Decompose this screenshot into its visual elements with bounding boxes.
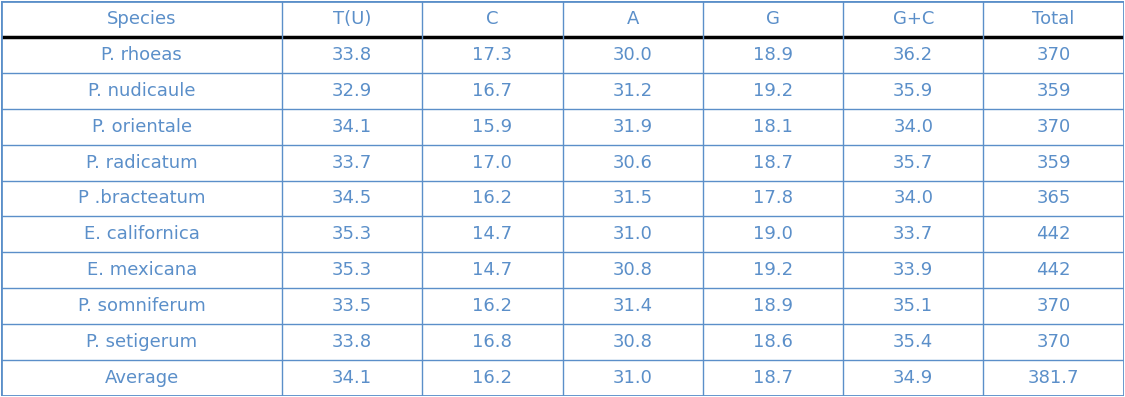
Text: 19.2: 19.2: [753, 261, 793, 279]
Text: 33.9: 33.9: [893, 261, 934, 279]
Text: 34.9: 34.9: [893, 369, 934, 387]
Text: 17.3: 17.3: [472, 46, 512, 64]
Text: T(U): T(U): [333, 10, 371, 28]
Text: 35.3: 35.3: [332, 261, 372, 279]
Text: 31.0: 31.0: [613, 225, 652, 243]
Text: 34.0: 34.0: [893, 189, 934, 208]
Text: 34.1: 34.1: [332, 118, 372, 136]
Text: 33.7: 33.7: [332, 154, 372, 172]
Text: 442: 442: [1036, 261, 1071, 279]
Text: 442: 442: [1036, 225, 1071, 243]
Text: 30.8: 30.8: [613, 333, 652, 351]
Text: P. nudicaule: P. nudicaule: [88, 82, 196, 100]
Text: 18.7: 18.7: [753, 369, 793, 387]
Text: E. californica: E. californica: [83, 225, 199, 243]
Text: C: C: [486, 10, 498, 28]
Text: 16.8: 16.8: [472, 333, 512, 351]
Text: 19.2: 19.2: [753, 82, 793, 100]
Text: 18.9: 18.9: [753, 46, 793, 64]
Text: 16.2: 16.2: [472, 369, 512, 387]
Text: 35.1: 35.1: [893, 297, 934, 315]
Text: 18.6: 18.6: [753, 333, 793, 351]
Text: 33.8: 33.8: [332, 333, 372, 351]
Text: 16.7: 16.7: [472, 82, 512, 100]
Text: 16.2: 16.2: [472, 297, 512, 315]
Text: 31.9: 31.9: [613, 118, 652, 136]
Text: E. mexicana: E. mexicana: [87, 261, 197, 279]
Text: 370: 370: [1036, 118, 1071, 136]
Text: 365: 365: [1036, 189, 1071, 208]
Text: 34.0: 34.0: [893, 118, 934, 136]
Text: 35.3: 35.3: [332, 225, 372, 243]
Text: Average: Average: [105, 369, 179, 387]
Text: G: G: [766, 10, 780, 28]
Text: 35.9: 35.9: [893, 82, 934, 100]
Text: 35.4: 35.4: [893, 333, 934, 351]
Text: 381.7: 381.7: [1028, 369, 1079, 387]
Text: G+C: G+C: [892, 10, 934, 28]
Text: 17.8: 17.8: [753, 189, 793, 208]
Text: 34.5: 34.5: [332, 189, 372, 208]
Text: 30.8: 30.8: [613, 261, 652, 279]
Text: 16.2: 16.2: [472, 189, 512, 208]
Text: 33.5: 33.5: [332, 297, 372, 315]
Text: 18.1: 18.1: [753, 118, 793, 136]
Text: 31.0: 31.0: [613, 369, 652, 387]
Text: P. orientale: P. orientale: [91, 118, 191, 136]
Text: 17.0: 17.0: [472, 154, 512, 172]
Text: 370: 370: [1036, 297, 1071, 315]
Text: Species: Species: [107, 10, 177, 28]
Text: 359: 359: [1036, 82, 1071, 100]
Text: 14.7: 14.7: [472, 225, 512, 243]
Text: 31.2: 31.2: [613, 82, 652, 100]
Text: 33.7: 33.7: [893, 225, 934, 243]
Text: 34.1: 34.1: [332, 369, 372, 387]
Text: 15.9: 15.9: [472, 118, 512, 136]
Text: P. radicatum: P. radicatum: [86, 154, 198, 172]
Text: 18.7: 18.7: [753, 154, 793, 172]
Text: 30.0: 30.0: [613, 46, 652, 64]
Text: Total: Total: [1033, 10, 1074, 28]
Text: 31.5: 31.5: [613, 189, 652, 208]
Text: 31.4: 31.4: [613, 297, 652, 315]
Text: 35.7: 35.7: [893, 154, 934, 172]
Text: 370: 370: [1036, 333, 1071, 351]
Text: 19.0: 19.0: [753, 225, 793, 243]
Text: 370: 370: [1036, 46, 1071, 64]
Text: P. setigerum: P. setigerum: [87, 333, 197, 351]
Text: P. somniferum: P. somniferum: [78, 297, 206, 315]
Text: 18.9: 18.9: [753, 297, 793, 315]
Text: P. rhoeas: P. rhoeas: [101, 46, 182, 64]
Text: 359: 359: [1036, 154, 1071, 172]
Text: 36.2: 36.2: [893, 46, 934, 64]
Text: A: A: [627, 10, 639, 28]
Text: 30.6: 30.6: [613, 154, 652, 172]
Text: 32.9: 32.9: [332, 82, 372, 100]
Text: 33.8: 33.8: [332, 46, 372, 64]
Text: 14.7: 14.7: [472, 261, 512, 279]
Text: P .bracteatum: P .bracteatum: [78, 189, 206, 208]
